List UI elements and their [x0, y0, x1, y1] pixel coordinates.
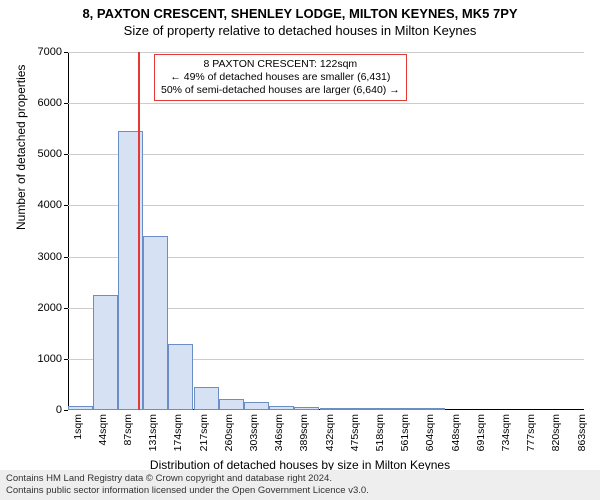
y-tick-label: 4000	[22, 199, 62, 211]
histogram-bar	[93, 295, 118, 410]
histogram-bar	[244, 402, 269, 410]
x-tick-label: 217sqm	[198, 414, 210, 451]
x-tick-label: 260sqm	[223, 414, 235, 451]
y-tick-label: 5000	[22, 148, 62, 160]
y-tick-label: 0	[22, 404, 62, 416]
footer-line2: Contains public sector information licen…	[6, 485, 594, 497]
page-title-line1: 8, PAXTON CRESCENT, SHENLEY LODGE, MILTO…	[0, 6, 600, 21]
footer: Contains HM Land Registry data © Crown c…	[0, 470, 600, 500]
x-tick-label: 518sqm	[374, 414, 386, 451]
y-tick-label: 7000	[22, 46, 62, 58]
y-tick-mark	[64, 359, 68, 360]
x-tick-label: 346sqm	[273, 414, 285, 451]
x-tick-label: 475sqm	[349, 414, 361, 451]
histogram-bar	[219, 399, 244, 410]
plot-area: 010002000300040005000600070001sqm44sqm87…	[68, 52, 584, 410]
x-tick-label: 691sqm	[475, 414, 487, 451]
x-tick-label: 432sqm	[324, 414, 336, 451]
x-tick-label: 1sqm	[72, 414, 84, 440]
histogram-bar	[294, 407, 319, 410]
histogram-bar	[143, 236, 168, 410]
x-tick-label: 648sqm	[450, 414, 462, 451]
x-tick-label: 174sqm	[172, 414, 184, 451]
y-tick-mark	[64, 52, 68, 53]
y-tick-mark	[64, 103, 68, 104]
y-tick-mark	[64, 205, 68, 206]
x-tick-label: 820sqm	[550, 414, 562, 451]
histogram-bar	[320, 408, 345, 410]
histogram-bar	[194, 387, 219, 410]
histogram-chart: 010002000300040005000600070001sqm44sqm87…	[68, 52, 584, 410]
x-tick-label: 561sqm	[399, 414, 411, 451]
annotation-box: 8 PAXTON CRESCENT: 122sqm ← 49% of detac…	[154, 54, 407, 101]
x-tick-label: 389sqm	[298, 414, 310, 451]
y-tick-mark	[64, 154, 68, 155]
x-tick-label: 131sqm	[147, 414, 159, 451]
grid-line	[68, 103, 584, 104]
x-tick-label: 604sqm	[424, 414, 436, 451]
page-title-line2: Size of property relative to detached ho…	[0, 23, 600, 38]
annotation-line2: ← 49% of detached houses are smaller (6,…	[161, 71, 400, 84]
x-tick-label: 44sqm	[97, 414, 109, 446]
histogram-bar	[395, 408, 420, 410]
x-tick-label: 87sqm	[122, 414, 134, 446]
grid-line	[68, 154, 584, 155]
y-tick-mark	[64, 410, 68, 411]
x-tick-label: 777sqm	[525, 414, 537, 451]
title-block: 8, PAXTON CRESCENT, SHENLEY LODGE, MILTO…	[0, 0, 600, 38]
x-tick-label: 863sqm	[576, 414, 588, 451]
y-tick-label: 3000	[22, 251, 62, 263]
histogram-bar	[68, 406, 93, 410]
histogram-bar	[420, 408, 445, 410]
x-tick-label: 303sqm	[248, 414, 260, 451]
annotation-line3: 50% of semi-detached houses are larger (…	[161, 84, 400, 97]
y-tick-label: 6000	[22, 97, 62, 109]
marker-line	[138, 52, 140, 410]
histogram-bar	[269, 406, 294, 410]
grid-line	[68, 205, 584, 206]
annotation-line1: 8 PAXTON CRESCENT: 122sqm	[161, 58, 400, 71]
y-tick-mark	[64, 257, 68, 258]
y-tick-label: 2000	[22, 302, 62, 314]
y-tick-mark	[64, 308, 68, 309]
grid-line	[68, 52, 584, 53]
x-tick-label: 734sqm	[500, 414, 512, 451]
y-tick-label: 1000	[22, 353, 62, 365]
footer-line1: Contains HM Land Registry data © Crown c…	[6, 473, 594, 485]
histogram-bar	[370, 408, 395, 410]
y-axis-line	[68, 52, 69, 410]
histogram-bar	[345, 408, 370, 410]
histogram-bar	[168, 344, 193, 410]
